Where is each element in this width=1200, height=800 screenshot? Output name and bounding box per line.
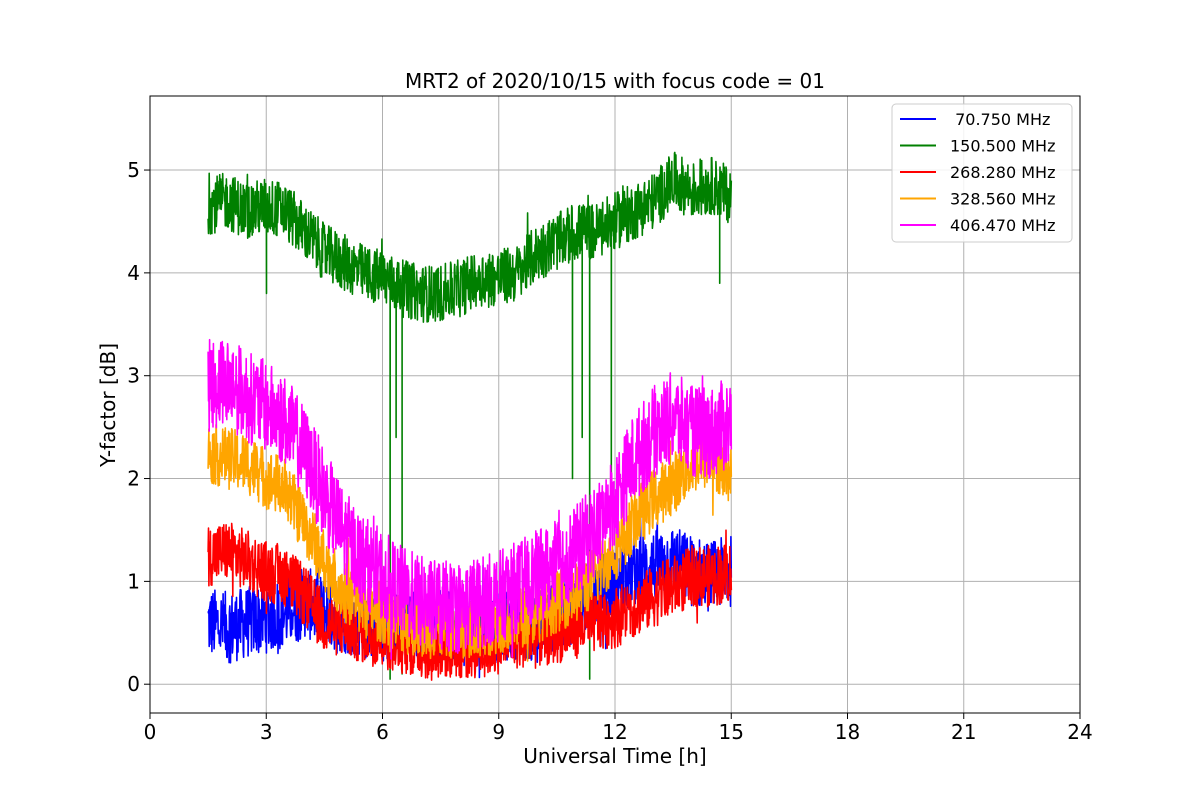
- legend-box: [891, 103, 1073, 243]
- y-axis-label: Y-factor [dB]: [96, 343, 120, 468]
- x-tick-label: 18: [835, 720, 860, 744]
- x-tick-label: 9: [492, 720, 505, 744]
- legend-label: 406.470 MHz: [950, 216, 1055, 235]
- series-line-4: [207, 338, 733, 660]
- series-line-1: [207, 151, 733, 680]
- legend: 70.750 MHz 150.500 MHz 268.280 MHz 328.560 …: [891, 103, 1073, 243]
- y-tick-label: 4: [127, 261, 140, 285]
- x-axis-label: Universal Time [h]: [523, 744, 706, 768]
- legend-label: 70.750 MHz: [950, 110, 1050, 129]
- x-tick-label: 0: [144, 720, 157, 744]
- x-tick-label: 12: [602, 720, 627, 744]
- y-tick-label: 0: [127, 672, 140, 696]
- y-tick-label: 3: [127, 364, 140, 388]
- y-tick-label: 1: [127, 569, 140, 593]
- y-tick-label: 5: [127, 158, 140, 182]
- legend-label: 150.500 MHz: [950, 137, 1055, 156]
- x-tick-label: 3: [260, 720, 273, 744]
- legend-label: 268.280 MHz: [950, 163, 1055, 182]
- legend-label: 328.560 MHz: [950, 190, 1055, 209]
- x-tick-label: 6: [376, 720, 389, 744]
- x-tick-label: 24: [1067, 720, 1092, 744]
- y-tick-label: 2: [127, 467, 140, 491]
- chart-title: MRT2 of 2020/10/15 with focus code = 01: [405, 69, 825, 93]
- plot-series: [207, 151, 733, 681]
- series-line-3: [207, 423, 733, 662]
- y-axis-ticks: 0 1 2 3 4 5: [127, 158, 150, 696]
- x-axis-ticks: 0 3 6 9 12 15 18 21 24: [144, 713, 1093, 744]
- x-tick-label: 15: [719, 720, 744, 744]
- x-tick-label: 21: [951, 720, 976, 744]
